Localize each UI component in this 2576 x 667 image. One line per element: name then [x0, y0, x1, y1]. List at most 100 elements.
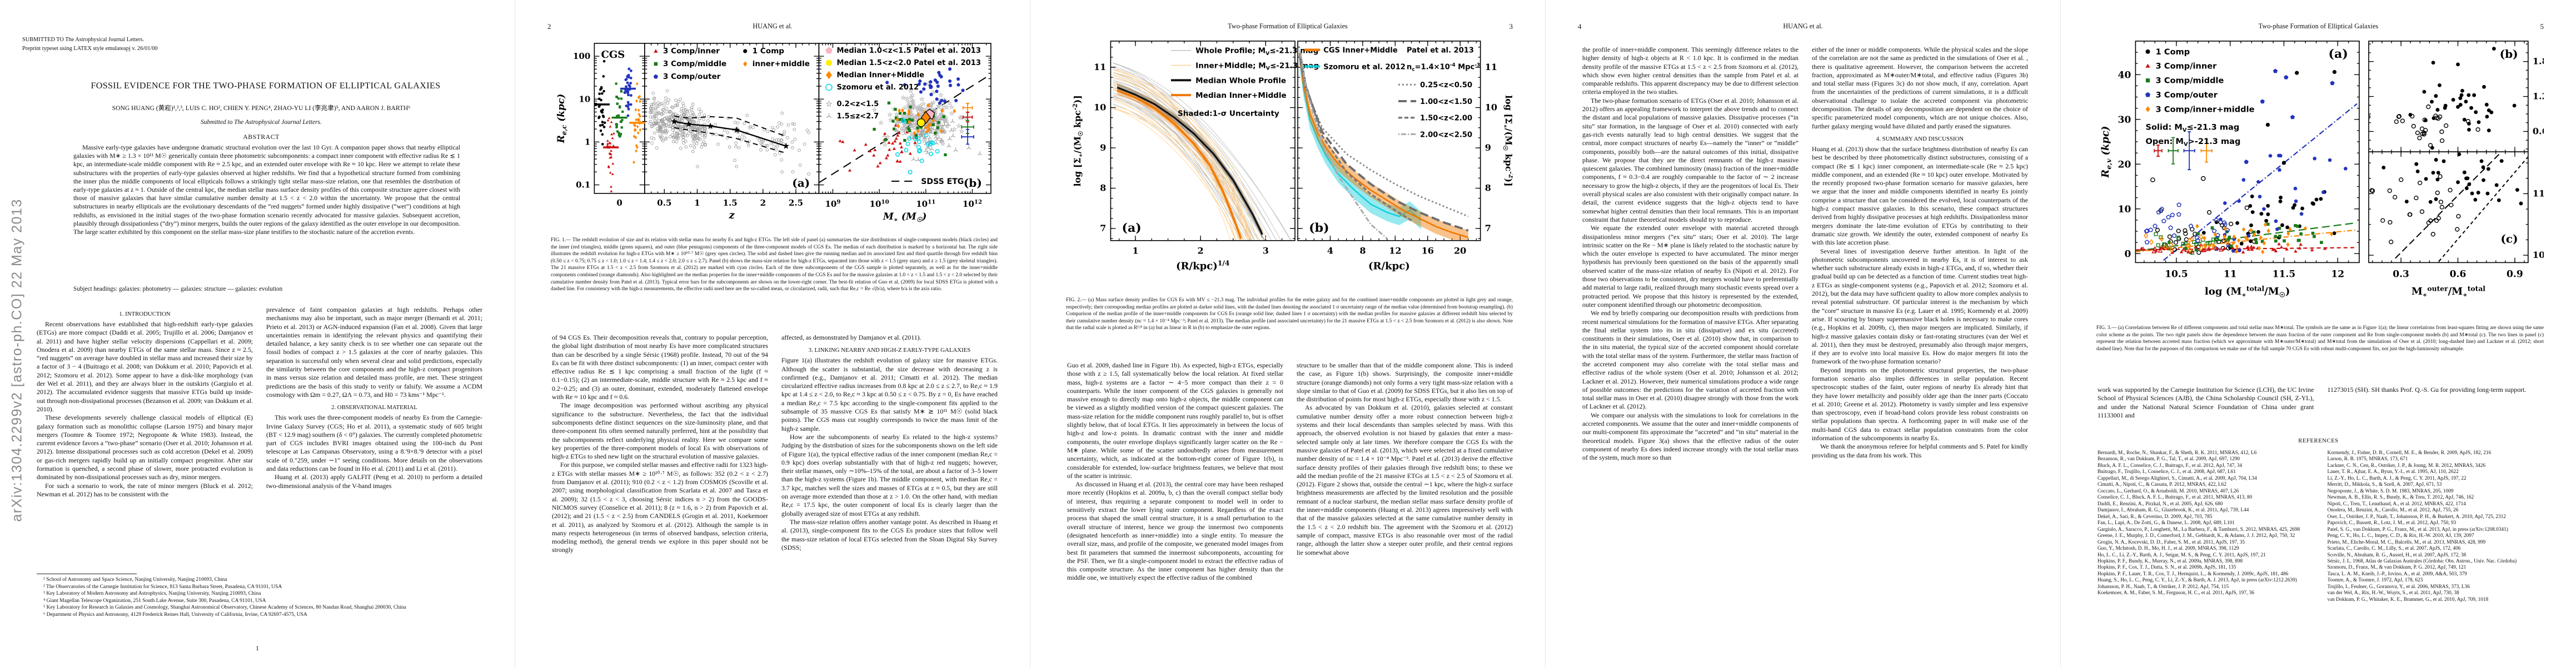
- svg-text:10.5: 10.5: [2165, 268, 2188, 280]
- svg-text:1: 1: [694, 198, 700, 208]
- paragraph: structure to be smaller than that of the…: [1297, 361, 1513, 404]
- svg-text:1012: 1012: [963, 198, 982, 209]
- svg-text:10: 10: [1094, 102, 1106, 113]
- submission-note: SUBMITTED TO The Astrophysical Journal L…: [22, 36, 481, 54]
- svg-text:1011: 1011: [916, 198, 935, 209]
- running-head-title: Two-phase Formation of Elliptical Galaxi…: [2258, 22, 2379, 30]
- svg-text:1010: 1010: [870, 198, 889, 209]
- svg-text:log (M∗total/M☉): log (M∗total/M☉): [2205, 284, 2290, 298]
- reference-item: Damjanov, I., Abraham, R. G., Glazebrook…: [2097, 507, 2249, 514]
- svg-text:inner+middle: inner+middle: [753, 59, 810, 68]
- svg-text:0.25<z<0.50: 0.25<z<0.50: [1420, 81, 1472, 89]
- reference-item: Lauer, T. R., Ajhar, E. A., Byun, Y.-I.,…: [2327, 469, 2459, 475]
- svg-text:3 Comp/inner: 3 Comp/inner: [2156, 62, 2218, 71]
- svg-text:1.00<z<1.50: 1.00<z<1.50: [1420, 98, 1472, 106]
- svg-text:12: 12: [1389, 246, 1401, 256]
- paragraph: affected, as demonstrated by Damjanov et…: [781, 334, 921, 341]
- paragraph: Recent observations have established tha…: [37, 320, 253, 413]
- svg-text:4: 4: [1327, 246, 1333, 256]
- page-number: 1: [256, 644, 259, 652]
- paragraph: For such a scenario to work, the rate of…: [37, 481, 253, 498]
- svg-text:Open: MV>-21.3 mag: Open: MV>-21.3 mag: [2146, 137, 2241, 147]
- svg-text:12: 12: [2331, 268, 2344, 280]
- paragraph: either of the inner or middle components…: [1812, 46, 2028, 130]
- svg-text:0.6: 0.6: [2533, 126, 2544, 137]
- svg-text:8: 8: [1485, 183, 1491, 193]
- reference-item: Oser, L., Ostriker, J. P., Naab, T., Joh…: [2327, 514, 2506, 520]
- svg-text:(b): (b): [1309, 221, 1329, 235]
- svg-text:Shaded:1-σ Uncertainty: Shaded:1-σ Uncertainty: [1178, 109, 1279, 118]
- page-number: 5: [2540, 22, 2544, 31]
- right-column: either of the inner or middle components…: [1812, 46, 2028, 659]
- svg-text:11: 11: [1485, 62, 1497, 72]
- svg-text:9: 9: [1100, 142, 1106, 153]
- svg-text:3 Comp/middle: 3 Comp/middle: [2156, 77, 2224, 86]
- reference-item: Daddi, E., Renzini, A., Pirzkal, N., et …: [2097, 501, 2223, 507]
- section-heading: 4. SUMMARY AND DISCUSSION: [1876, 135, 1964, 142]
- reference-item: Cimatti, A., Nipoti, C., & Cassata, P. 2…: [2097, 482, 2227, 488]
- arxiv-identifier: arXiv:1304.2299v2 [astro-ph.CO] 22 May 2…: [9, 198, 25, 522]
- submitted-to-line: SUBMITTED TO The Astrophysical Journal L…: [22, 37, 145, 43]
- right-column: prevalence of faint companion galaxies a…: [266, 306, 482, 571]
- references-heading: REFERENCES: [2298, 438, 2339, 444]
- paragraph: the profile of inner+middle component. T…: [1582, 46, 1798, 96]
- running-head: Two-phase Formation of Elliptical Galaxi…: [2093, 22, 2544, 32]
- svg-text:Inner+Middle; MV≤-21.3 mag: Inner+Middle; MV≤-21.3 mag: [1195, 62, 1319, 72]
- svg-text:40: 40: [2118, 69, 2131, 81]
- svg-text:10: 10: [1485, 102, 1497, 113]
- svg-text:(a): (a): [2329, 47, 2348, 61]
- author-list: SONG HUANG (黄崧)¹,²,³, LUIS C. HO², CHIEN…: [112, 104, 411, 112]
- reference-item: Hopkins, P. F., Bundy, K., Murray, N., e…: [2097, 558, 2243, 564]
- reference-item: Guo, Y., McIntosh, D. H., Mo, H. J., et …: [2097, 546, 2239, 552]
- paragraph: Guo et al. 2009, dashed line in Figure 1…: [1067, 361, 1283, 480]
- running-head-title: HUANG et al.: [753, 22, 793, 30]
- running-head: 4 HUANG et al.: [1578, 22, 2028, 32]
- page-number: 3: [1509, 22, 1513, 31]
- footnote: ³ Key Laboratory of Modern Astronomy and…: [43, 591, 261, 597]
- svg-text:Szomoru et al. 2012: Szomoru et al. 2012: [1323, 63, 1406, 72]
- svg-text:1.2: 1.2: [2533, 91, 2544, 102]
- left-column: 1. INTRODUCTION Recent observations have …: [37, 306, 253, 571]
- preprint-note: Preprint typeset using LATEX style emula…: [22, 46, 158, 52]
- right-column: 11273015 (SH). SH thanks Prof. Q.-S. Gu …: [2328, 386, 2544, 435]
- paragraph: We thank the anonymous referee for helpf…: [1812, 442, 2028, 459]
- svg-text:Szomoru et al. 2012: Szomoru et al. 2012: [837, 83, 919, 92]
- svg-text:0: 0: [2124, 248, 2131, 260]
- figure-1-svg: 0.1 1 10 100 Re,c (kpc) CGS 0 0.5 1 1.5 2 2.5 z 3 Com…: [556, 43, 991, 223]
- paragraph: 11273015 (SH). SH thanks Prof. Q.-S. Gu …: [2327, 386, 2527, 394]
- figure-2-caption: FIG. 2.— (a) Mass surface density profil…: [1066, 297, 1513, 331]
- reference-item: Prieto, M., Eliche-Moral, M. C., Balcell…: [2327, 539, 2486, 545]
- footnote: ¹ School of Astronomy and Space Science,…: [43, 577, 227, 583]
- svg-text:Median 1.5<z<2.0 Patel et al.: Median 1.5<z<2.0 Patel et al. 2013: [837, 59, 981, 67]
- svg-text:3 Comp/inner+middle: 3 Comp/inner+middle: [2156, 106, 2255, 115]
- reference-item: van Dokkum, P. G., Whitaker, K. E., Bram…: [2327, 596, 2489, 603]
- reference-item: Papovich, C., Bassett, R., Lotz, J. M., …: [2327, 520, 2457, 526]
- svg-text:10: 10: [2118, 204, 2131, 215]
- page-5: Two-phase Formation of Elliptical Galaxi…: [2061, 0, 2576, 667]
- svg-text:3 Comp/inner: 3 Comp/inner: [663, 47, 720, 56]
- paragraph: This work uses the three-component model…: [266, 414, 482, 473]
- svg-text:1 Comp: 1 Comp: [2156, 48, 2190, 57]
- svg-text:11: 11: [2533, 188, 2544, 199]
- running-head: Two-phase Formation of Elliptical Galaxi…: [1063, 22, 1513, 32]
- reference-item: Larson, R. B. 1975, MNRAS, 173, 671: [2327, 456, 2408, 462]
- svg-text:Median 1.0<z<1.5 Patel et al.: Median 1.0<z<1.5 Patel et al. 2013: [837, 47, 981, 55]
- svg-text:11: 11: [2224, 268, 2237, 280]
- reference-item: Negroponte, J., & White, S. D. M. 1983, …: [2327, 488, 2454, 494]
- paragraph: For this purpose, we compiled stellar ma…: [552, 461, 768, 554]
- section-heading: 1. INTRODUCTION: [119, 311, 171, 317]
- svg-text:3 Comp/outer: 3 Comp/outer: [663, 72, 721, 81]
- svg-text:log [Σ∗/(M☉ kpc-2)]: log [Σ∗/(M☉ kpc-2)]: [1072, 95, 1084, 186]
- reference-item: Patel, S. G., van Dokkum, P. G., Franx, …: [2327, 526, 2508, 532]
- paragraph: As discussed in Huang et al. (2013), the…: [1067, 480, 1283, 582]
- svg-text:3: 3: [1263, 246, 1269, 256]
- paragraph: Figure 1(a) illustrates the redshift evo…: [781, 356, 998, 432]
- reference-item: Greene, J. E., Murphy, J. D., Comerford,…: [2097, 533, 2295, 539]
- reference-item: Grogin, N. A., Kocevski, D. D., Faber, S…: [2097, 539, 2245, 545]
- reference-item: Bluck, A. F. L., Conselice, C. J., Buitr…: [2097, 462, 2243, 469]
- figure-3-caption: FIG. 3.— (a) Correlations between Re of …: [2096, 325, 2544, 352]
- svg-text:0.3: 0.3: [2393, 268, 2409, 280]
- paragraph: of 94 CGS Es. Their decomposition reveal…: [552, 334, 768, 401]
- svg-text:1: 1: [585, 137, 590, 147]
- svg-text:M∗outer/M∗total: M∗outer/M∗total: [2411, 284, 2485, 298]
